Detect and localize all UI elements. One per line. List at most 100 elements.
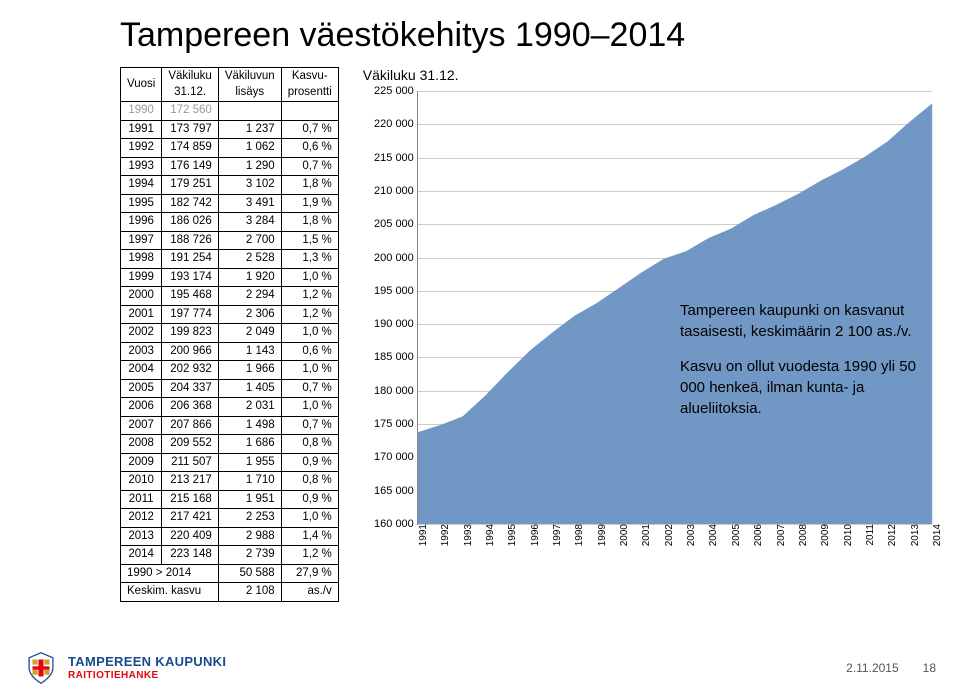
- y-axis-label: 225 000: [374, 85, 418, 97]
- table-cell: 1 290: [218, 157, 281, 176]
- table-cell: 0,7 %: [281, 120, 338, 139]
- table-cell: 2 108: [218, 583, 281, 602]
- table-cell: 213 217: [162, 472, 218, 491]
- table-cell: 1,8 %: [281, 213, 338, 232]
- table-cell: 1 405: [218, 379, 281, 398]
- footer-project: RAITIOTIEHANKE: [68, 670, 226, 681]
- table-cell: 1990: [121, 102, 162, 121]
- table-row: 1990172 560: [121, 102, 339, 121]
- table-cell: 2003: [121, 342, 162, 361]
- table-row: 1992174 8591 0620,6 %: [121, 139, 339, 158]
- table-cell: 209 552: [162, 435, 218, 454]
- y-axis-label: 215 000: [374, 152, 418, 164]
- table-summary-row: 1990 > 201450 58827,9 %: [121, 564, 339, 583]
- y-axis-label: 220 000: [374, 118, 418, 130]
- table-cell: 182 742: [162, 194, 218, 213]
- y-axis-label: 165 000: [374, 485, 418, 497]
- table-cell: 204 337: [162, 379, 218, 398]
- table-cell: 1,2 %: [281, 287, 338, 306]
- table-cell: 1 966: [218, 361, 281, 380]
- table-cell: 1,0 %: [281, 361, 338, 380]
- table-cell: 1 920: [218, 268, 281, 287]
- table-cell: 193 174: [162, 268, 218, 287]
- x-axis-label: 2002: [660, 524, 675, 546]
- table-cell: 1 686: [218, 435, 281, 454]
- table-cell: 1 143: [218, 342, 281, 361]
- table-cell: 2013: [121, 527, 162, 546]
- footer-logo: TAMPEREEN KAUPUNKI RAITIOTIEHANKE: [24, 651, 226, 685]
- table-cell: 1 951: [218, 490, 281, 509]
- table-cell: 1,0 %: [281, 324, 338, 343]
- x-axis-label: 1999: [593, 524, 608, 546]
- table-cell: 1995: [121, 194, 162, 213]
- annotation-p2: Kasvu on ollut vuodesta 1990 yli 50 000 …: [680, 356, 930, 419]
- y-axis-label: 200 000: [374, 252, 418, 264]
- table-cell: 2 031: [218, 398, 281, 417]
- table-row: 1999193 1741 9201,0 %: [121, 268, 339, 287]
- table-row: 2009211 5071 9550,9 %: [121, 453, 339, 472]
- table-header: Vuosi: [121, 68, 162, 102]
- table-cell: 2 306: [218, 305, 281, 324]
- x-axis-label: 2004: [704, 524, 719, 546]
- y-axis-label: 205 000: [374, 218, 418, 230]
- table-cell: 220 409: [162, 527, 218, 546]
- table-cell: 1,2 %: [281, 546, 338, 565]
- table-cell: 223 148: [162, 546, 218, 565]
- table-cell: 0,6 %: [281, 342, 338, 361]
- y-axis-label: 170 000: [374, 451, 418, 463]
- table-cell: 172 560: [162, 102, 218, 121]
- table-cell: 2 294: [218, 287, 281, 306]
- table-row: 1996186 0263 2841,8 %: [121, 213, 339, 232]
- table-cell: 191 254: [162, 250, 218, 269]
- table-cell: 2 739: [218, 546, 281, 565]
- x-axis-label: 2008: [794, 524, 809, 546]
- table-row: 2005204 3371 4050,7 %: [121, 379, 339, 398]
- table-cell: 200 966: [162, 342, 218, 361]
- table-cell: Keskim. kasvu: [121, 583, 219, 602]
- x-axis-label: 2006: [749, 524, 764, 546]
- table-row: 2010213 2171 7100,8 %: [121, 472, 339, 491]
- x-axis-label: 1994: [481, 524, 496, 546]
- x-axis-label: 1993: [459, 524, 474, 546]
- table-cell: 1,0 %: [281, 509, 338, 528]
- x-axis-label: 2011: [861, 524, 876, 546]
- table-cell: 2006: [121, 398, 162, 417]
- table-row: 2013220 4092 9881,4 %: [121, 527, 339, 546]
- table-cell: 202 932: [162, 361, 218, 380]
- table-cell: 2008: [121, 435, 162, 454]
- table-cell: 1 710: [218, 472, 281, 491]
- annotation-text: Tampereen kaupunki on kasvanut tasaisest…: [680, 300, 930, 433]
- table-cell: 1,0 %: [281, 398, 338, 417]
- table-cell: 211 507: [162, 453, 218, 472]
- table-cell: 0,7 %: [281, 416, 338, 435]
- table-cell: 176 149: [162, 157, 218, 176]
- x-axis-label: 1998: [570, 524, 585, 546]
- table-cell: 2014: [121, 546, 162, 565]
- table-cell: 0,9 %: [281, 453, 338, 472]
- table-row: 2011215 1681 9510,9 %: [121, 490, 339, 509]
- table-cell: 197 774: [162, 305, 218, 324]
- table-cell: 0,8 %: [281, 435, 338, 454]
- table-row: 2002199 8232 0491,0 %: [121, 324, 339, 343]
- table-cell: 2000: [121, 287, 162, 306]
- table-cell: 0,6 %: [281, 139, 338, 158]
- table-cell: 2 253: [218, 509, 281, 528]
- table-cell: 2012: [121, 509, 162, 528]
- table-cell: 1993: [121, 157, 162, 176]
- table-cell: 207 866: [162, 416, 218, 435]
- x-axis-label: 2010: [839, 524, 854, 546]
- y-axis-label: 160 000: [374, 518, 418, 530]
- city-crest-icon: [24, 651, 58, 685]
- table-cell: 186 026: [162, 213, 218, 232]
- table-cell: 50 588: [218, 564, 281, 583]
- table-cell: 2007: [121, 416, 162, 435]
- table-cell: 2 988: [218, 527, 281, 546]
- table-row: 2014223 1482 7391,2 %: [121, 546, 339, 565]
- table-cell: 1,9 %: [281, 194, 338, 213]
- table-header: Väkiluku31.12.: [162, 68, 218, 102]
- table-cell: 1,4 %: [281, 527, 338, 546]
- x-axis-label: 2014: [928, 524, 943, 546]
- table-header: Kasvu-prosentti: [281, 68, 338, 102]
- table-row: 1994179 2513 1021,8 %: [121, 176, 339, 195]
- footer-date: 2.11.2015: [846, 661, 899, 675]
